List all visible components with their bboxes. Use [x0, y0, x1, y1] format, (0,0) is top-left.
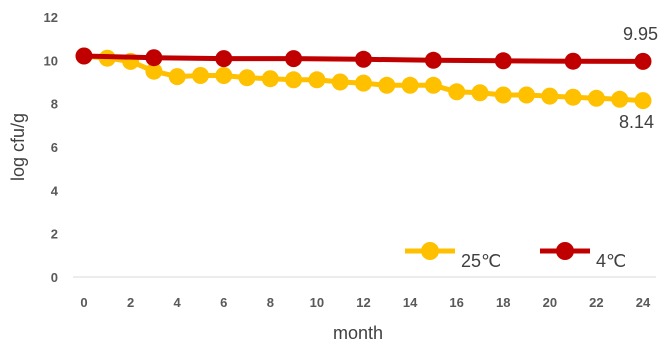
data-point	[215, 50, 233, 68]
series-4c-end-label: 9.95	[623, 24, 658, 44]
data-point	[424, 76, 442, 94]
x-tick-label: 24	[636, 295, 651, 310]
y-tick-label: 8	[51, 97, 58, 112]
series-layer	[75, 47, 652, 110]
x-tick-label: 12	[356, 295, 370, 310]
legend-swatch-marker	[556, 242, 574, 260]
y-tick-label: 0	[51, 270, 58, 285]
data-point	[471, 84, 489, 102]
x-tick-label: 10	[310, 295, 324, 310]
data-point	[378, 76, 396, 94]
data-point	[238, 69, 256, 87]
x-tick-label: 14	[403, 295, 418, 310]
data-point	[215, 67, 233, 84]
data-point	[285, 71, 303, 89]
data-point	[355, 74, 372, 92]
legend-swatch-marker	[421, 242, 439, 260]
end-labels: 9.95 8.14	[619, 24, 658, 132]
y-tick-label: 10	[44, 53, 58, 68]
legend-item-25c: 25℃	[405, 242, 501, 271]
legend-label-4c: 4℃	[596, 251, 626, 271]
y-axis-title: log cfu/g	[8, 113, 28, 181]
x-tick-label: 18	[496, 295, 510, 310]
data-point	[261, 70, 279, 88]
legend: 25℃ 4℃	[405, 242, 626, 271]
data-point	[494, 52, 512, 70]
legend-item-4c: 4℃	[540, 242, 626, 271]
data-point	[331, 73, 349, 91]
data-point	[611, 90, 629, 108]
data-point	[75, 47, 93, 65]
data-point	[494, 86, 512, 104]
data-point	[401, 76, 419, 94]
x-tick-label: 6	[220, 295, 227, 310]
data-point	[168, 68, 186, 86]
x-tick-label: 2	[127, 295, 134, 310]
data-point	[145, 62, 163, 80]
data-point	[587, 89, 605, 107]
data-point	[564, 88, 582, 106]
y-tick-labels: 0 2 4 6 8 10 12	[44, 10, 59, 285]
data-point	[308, 71, 326, 89]
y-tick-label: 2	[51, 227, 58, 242]
data-point	[634, 52, 652, 70]
data-point	[448, 83, 466, 101]
x-tick-label: 8	[267, 295, 274, 310]
legend-label-25c: 25℃	[461, 251, 501, 271]
y-tick-label: 12	[44, 10, 58, 25]
x-tick-labels: 0 2 4 6 8 10 12 14 16 18 20 22 24	[80, 295, 651, 310]
data-point	[192, 67, 209, 84]
data-point	[564, 52, 582, 70]
x-tick-label: 4	[174, 295, 182, 310]
data-point	[424, 51, 442, 69]
y-tick-label: 6	[51, 140, 58, 155]
data-point	[634, 92, 652, 110]
data-point	[145, 49, 163, 67]
y-tick-label: 4	[51, 183, 59, 198]
x-tick-label: 16	[449, 295, 463, 310]
series-25c-end-label: 8.14	[619, 112, 654, 132]
series-0	[75, 47, 652, 110]
data-point	[285, 50, 303, 68]
x-tick-label: 0	[80, 295, 87, 310]
data-point	[518, 86, 535, 104]
series-1	[75, 47, 652, 70]
x-tick-label: 22	[589, 295, 603, 310]
data-point	[541, 87, 559, 105]
data-point	[355, 50, 372, 68]
x-axis-title: month	[333, 323, 383, 343]
x-tick-label: 20	[543, 295, 557, 310]
